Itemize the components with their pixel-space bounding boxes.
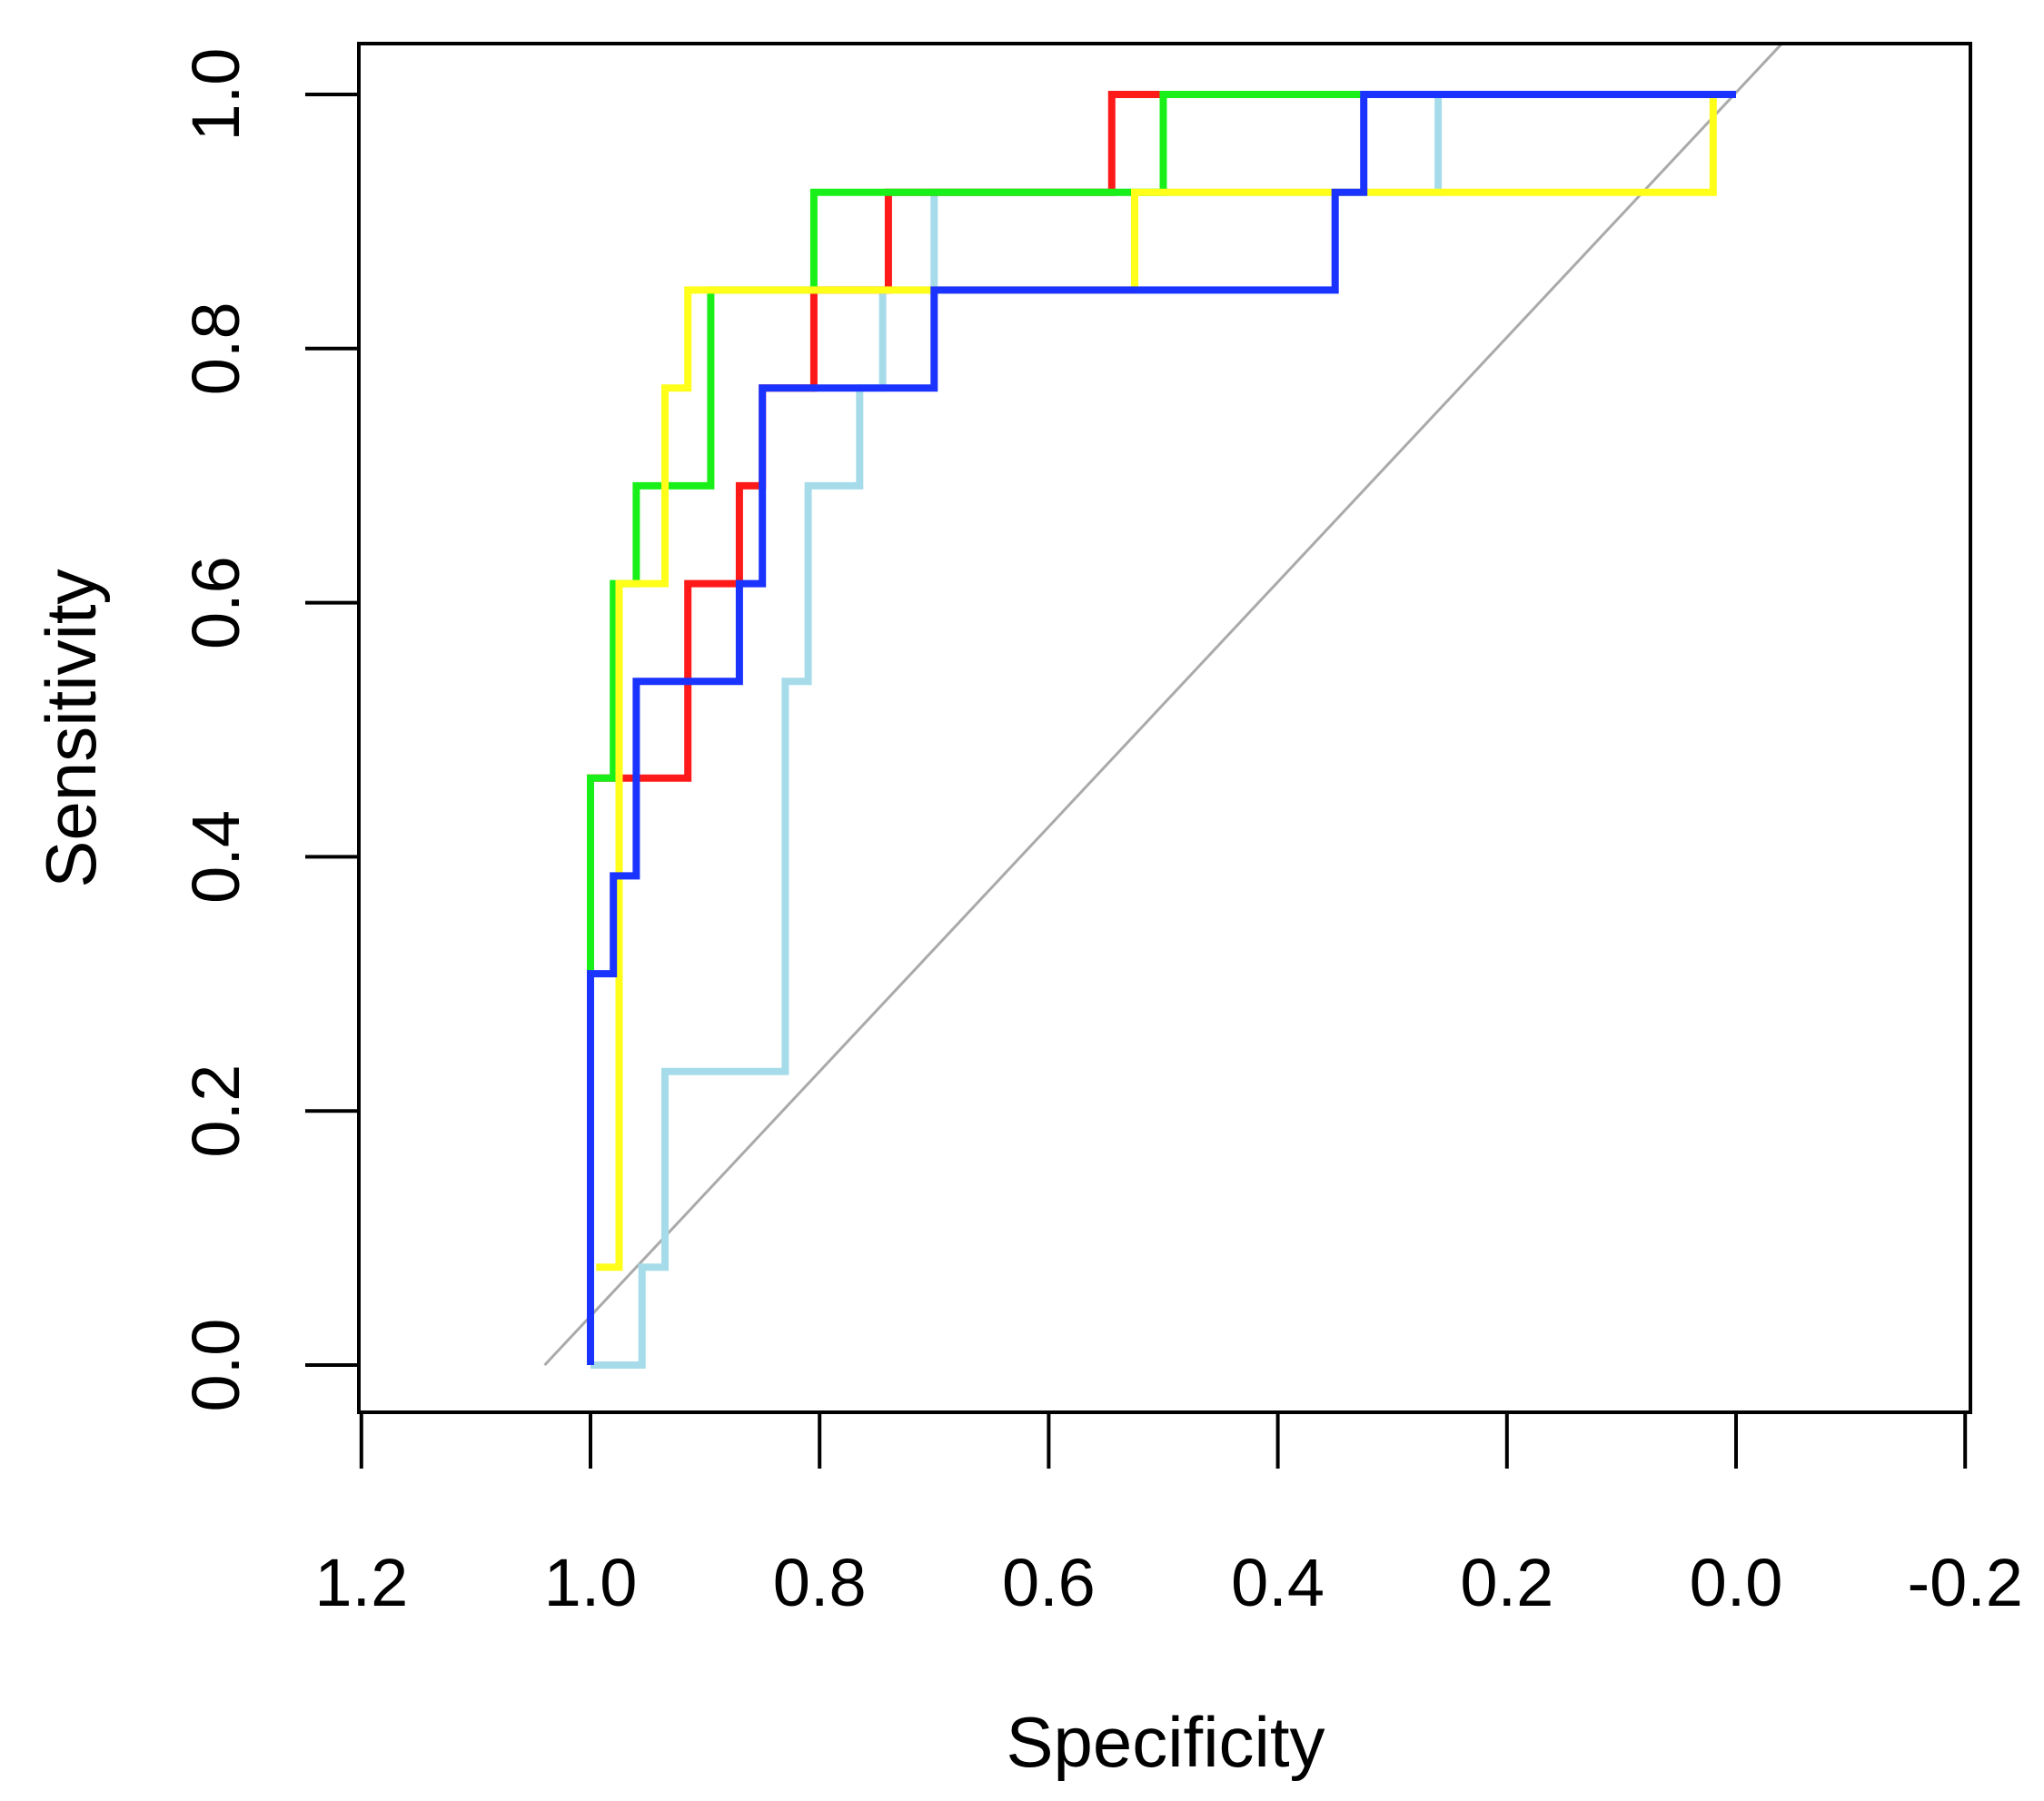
y-tick-label: 0.4 xyxy=(178,810,253,904)
y-tick-label: 0.0 xyxy=(178,1319,253,1412)
y-tick-label: 1.0 xyxy=(178,48,253,142)
series-layer xyxy=(587,91,1736,1369)
roc-curve-blue xyxy=(587,91,1736,1365)
y-axis: 0.0 0.2 0.4 0.6 0.8 1.0 xyxy=(178,48,361,1412)
y-tick-label: 0.6 xyxy=(178,556,253,649)
x-tick-label: 0.4 xyxy=(1231,1545,1325,1620)
reference-diagonal-line xyxy=(543,43,1783,1367)
y-tick-label: 0.2 xyxy=(178,1064,253,1158)
x-tick-label: 0.8 xyxy=(773,1545,867,1620)
x-tick-label: 1.0 xyxy=(544,1545,638,1620)
x-axis-title: Specificity xyxy=(1006,1702,1325,1782)
reference-line-layer xyxy=(543,43,1783,1367)
x-axis: 1.2 1.0 0.8 0.6 0.4 0.2 0.0 -0.2 xyxy=(314,1410,2023,1620)
x-tick-label: 0.2 xyxy=(1460,1545,1553,1620)
x-tick-label: -0.2 xyxy=(1907,1545,2023,1620)
roc-curve-yellow xyxy=(596,94,1717,1272)
x-tick-label: 0.6 xyxy=(1002,1545,1096,1620)
x-tick-label: 1.2 xyxy=(314,1545,408,1620)
y-tick-label: 0.8 xyxy=(178,302,253,395)
x-tick-label: 0.0 xyxy=(1690,1545,1783,1620)
y-axis-title: Sensitivity xyxy=(31,569,111,887)
